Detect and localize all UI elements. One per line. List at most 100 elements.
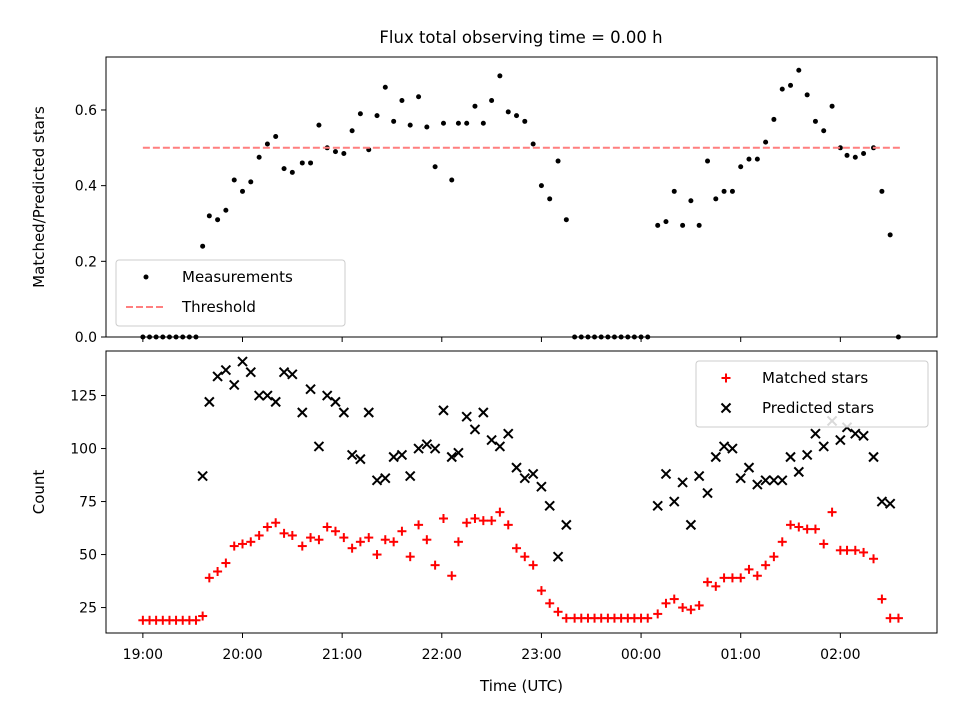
data-point [802,524,812,534]
data-point [453,447,464,458]
data-point [204,573,214,583]
data-point [256,154,262,160]
x-tick-label: 23:00 [521,647,561,663]
data-point [835,434,846,446]
data-point [788,82,794,88]
data-point [206,213,212,219]
data-point [223,207,229,213]
data-point [297,407,308,418]
data-point [711,581,721,591]
data-point [397,526,407,536]
data-point [522,118,528,124]
data-point [736,573,746,583]
data-point [678,603,688,613]
y-tick-label: 50 [79,548,97,564]
data-point [710,451,722,463]
data-point [771,116,777,122]
data-point [215,217,221,223]
x-tick-label: 01:00 [721,647,761,663]
data-point [705,158,711,164]
data-point [430,560,440,570]
series-top-0 [140,67,901,340]
data-point [305,383,316,395]
data-point [364,533,374,543]
data-point [669,594,679,604]
data-point [505,109,511,115]
data-point [396,449,408,461]
data-point [703,577,713,587]
y-tick-label: 0.4 [75,179,97,195]
data-point [527,468,539,480]
data-point [744,564,754,574]
data-point [547,196,553,202]
data-point [279,528,289,538]
data-point [719,573,729,583]
data-point [544,500,555,511]
legend-marker [720,402,732,414]
data-point [371,475,383,486]
data-point [685,519,697,531]
data-point [357,111,363,117]
data-point [330,396,341,408]
data-point [262,390,273,401]
data-point [380,473,391,484]
data-point [405,552,415,562]
data-point [512,543,522,553]
data-point [461,411,472,422]
data-point [893,613,903,623]
data-point [355,537,365,547]
y-axis-label: Count [30,470,48,515]
legend-box [115,259,346,327]
y-tick-label: 0.6 [75,103,97,119]
data-point [552,551,564,562]
x-axis-label: Time (UTC) [479,677,563,695]
data-point [827,507,837,517]
data-point [212,371,223,382]
data-point [743,462,755,473]
data-point [422,535,432,545]
data-point [727,443,738,454]
data-point [254,530,264,540]
data-point [306,533,316,543]
data-point [388,451,399,463]
data-point [869,554,879,564]
data-point [804,92,810,98]
data-point [347,543,357,553]
data-point [503,428,514,439]
data-point [819,539,829,549]
data-point [449,177,455,183]
data-point [287,530,297,540]
data-point [281,166,287,172]
data-point [270,396,281,408]
data-point [339,533,349,543]
data-point [777,475,788,486]
data-point [262,522,272,532]
data-point [389,537,399,547]
data-point [220,364,232,376]
data-point [469,424,481,435]
data-point [696,222,702,228]
data-point [332,149,338,155]
data-point [779,86,785,92]
x-tick-label: 00:00 [621,647,661,663]
data-point [278,366,290,378]
data-point [414,520,424,530]
data-point [308,160,314,166]
data-point [761,560,771,570]
data-point [197,470,208,482]
data-point [786,520,796,530]
data-point [653,609,663,619]
data-point [785,451,796,463]
data-point [850,428,861,439]
data-point [729,188,735,194]
data-point [495,507,505,517]
top-axes: 0.0 0.2 0.4 0.6 Matched/Predicted stars Measu… [30,56,938,346]
y-tick-label: 125 [70,389,97,405]
data-point [693,470,705,482]
data-point [655,222,661,228]
data-point [455,120,461,126]
data-point [191,615,201,625]
data-point [727,573,737,583]
data-point [663,219,669,225]
